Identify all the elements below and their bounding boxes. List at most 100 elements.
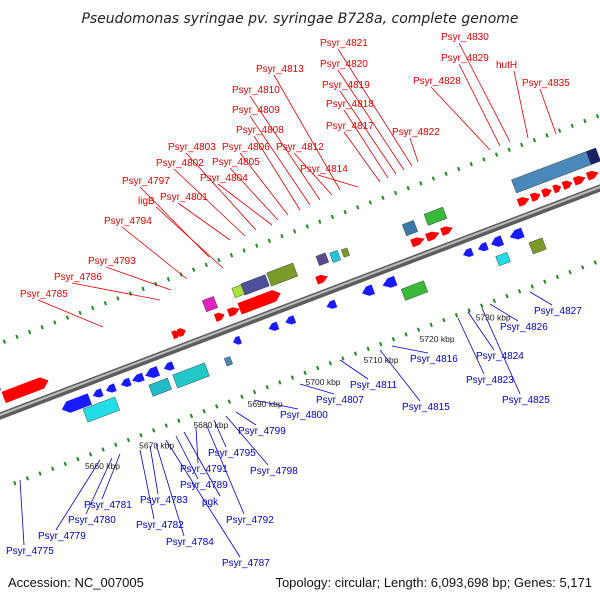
- forward-gene-arrow-shape: [171, 330, 181, 340]
- gene-label-psyr-4779: Psyr_4779: [38, 531, 86, 542]
- reverse-gene-arrow: [105, 383, 117, 393]
- leader-line: [155, 443, 185, 537]
- tick-mark: [63, 461, 67, 467]
- leader-line: [149, 445, 159, 495]
- tick-mark: [53, 320, 57, 325]
- leader-line: [249, 115, 311, 206]
- tick-mark: [290, 375, 295, 380]
- leader-line: [379, 349, 421, 402]
- gene-label-psyr-4785: Psyr_4785: [20, 289, 68, 300]
- gene-label-psyr-4829: Psyr_4829: [441, 53, 489, 64]
- tick-mark: [404, 332, 408, 337]
- leader-line: [339, 90, 397, 175]
- tick-mark: [368, 200, 372, 205]
- gene-label-psyr-4803: Psyr_4803: [168, 142, 216, 153]
- backbone-highlight: [0, 185, 600, 417]
- tick-mark: [139, 432, 143, 438]
- forward-gene-arrow: [213, 312, 225, 322]
- tick-mark: [492, 298, 496, 304]
- forward-gene-block: [511, 151, 592, 194]
- forward-gene-block-shape: [201, 296, 218, 313]
- gene-label-psyr-4814: Psyr_4814: [300, 164, 348, 175]
- reverse-gene-block: [400, 280, 429, 301]
- gene-label-psyr-4802: Psyr_4802: [156, 158, 204, 169]
- forward-gene-block-shape: [401, 220, 418, 237]
- reverse-gene-block: [528, 237, 547, 255]
- gene-label-psyr-4800: Psyr_4800: [280, 410, 328, 421]
- gene-label-psyr-4784: Psyr_4784: [166, 537, 214, 548]
- leader-line: [489, 303, 519, 322]
- reverse-gene-arrow-shape: [163, 361, 175, 371]
- tick-mark: [444, 171, 448, 176]
- reverse-gene-block: [148, 377, 172, 397]
- reverse-gene-arrow: [268, 321, 280, 331]
- gene-label-psyr-4793: Psyr_4793: [88, 256, 136, 267]
- gene-label-huth: hutH: [496, 60, 517, 71]
- leader-line: [121, 226, 188, 280]
- reverse-gene-arrow-shape: [233, 335, 242, 345]
- kbp-scale: 5660 kbp 5670 kbp 5680 kbp 5690 kbp 5700 kbp…: [85, 313, 511, 471]
- tick-mark: [545, 133, 549, 138]
- forward-gene-block-shape: [586, 147, 600, 165]
- leader-line: [539, 88, 557, 135]
- forward-gene-arrow-shape: [226, 307, 240, 317]
- tick-mark: [15, 334, 19, 340]
- tick-mark: [141, 286, 145, 292]
- forward-gene-arrow: [410, 237, 425, 248]
- kbp-label: 5730 kbp: [476, 313, 511, 323]
- leader-line: [239, 152, 289, 216]
- forward-gene-block-shape: [511, 151, 592, 194]
- forward-gene-block: [0, 378, 2, 394]
- forward-gene-block-shape: [315, 252, 330, 266]
- forward-gene-arrow-shape: [585, 170, 599, 181]
- reverse-gene-arrow-shape: [509, 227, 525, 240]
- tick-mark: [341, 356, 345, 361]
- gene-label-psyr-4815: Psyr_4815: [402, 402, 450, 413]
- gene-label-psyr-4786: Psyr_4786: [54, 272, 102, 283]
- tick-mark: [280, 233, 284, 239]
- reverse-gene-arrow: [362, 284, 376, 296]
- tick-mark: [530, 284, 534, 289]
- tick-mark: [454, 313, 459, 318]
- genome-backbone: [0, 184, 600, 420]
- gene-labels: Psyr_4785 Psyr_4786 Psyr_4793 Psyr_4794 ligB…: [6, 32, 582, 569]
- reverse-gene-arrow-shape: [285, 315, 297, 325]
- leader-line: [430, 86, 491, 151]
- tick-mark: [467, 308, 471, 313]
- gene-label-psyr-4792: Psyr_4792: [226, 515, 274, 526]
- leader-line: [37, 299, 104, 328]
- reverse-gene-arrow-shape: [268, 321, 280, 331]
- gene-label-psyr-4826: Psyr_4826: [500, 322, 548, 333]
- gene-label-psyr-4820: Psyr_4820: [320, 59, 368, 70]
- forward-gene-block: [341, 247, 350, 258]
- forward-gene-block: [201, 296, 218, 313]
- label-leaders: [19, 42, 557, 558]
- gene-features: [0, 147, 600, 423]
- tick-mark: [128, 291, 133, 296]
- forward-gene-block-shape: [240, 274, 270, 296]
- leader-line: [457, 317, 485, 375]
- tick-mark: [429, 322, 433, 328]
- accession-text: Accession: NC_007005: [8, 575, 144, 590]
- tick-mark: [65, 315, 70, 320]
- tick-mark: [520, 142, 524, 148]
- tick-mark: [227, 399, 231, 404]
- tick-mark: [379, 341, 383, 347]
- reverse-gene-arrow-shape: [92, 388, 104, 398]
- tick-mark: [328, 361, 332, 366]
- gene-label-psyr-4787: Psyr_4787: [222, 558, 270, 569]
- leader-line: [85, 457, 113, 515]
- tick-mark: [177, 418, 181, 424]
- reverse-gene-block-shape: [148, 377, 172, 397]
- gene-label-psyr-4813: Psyr_4813: [256, 64, 304, 75]
- leader-line: [173, 168, 246, 237]
- forward-gene-arrow-shape: [410, 237, 425, 248]
- forward-gene-arrow-shape: [440, 226, 453, 236]
- forward-gene-arrow-shape: [1, 377, 49, 404]
- leader-line: [343, 109, 389, 179]
- gene-label-psyr-4804: Psyr_4804: [200, 173, 248, 184]
- tick-mark: [583, 118, 587, 124]
- gene-label-psyr-4819: Psyr_4819: [322, 80, 370, 91]
- tick-mark: [557, 128, 562, 133]
- forward-gene-block-shape: [329, 250, 341, 263]
